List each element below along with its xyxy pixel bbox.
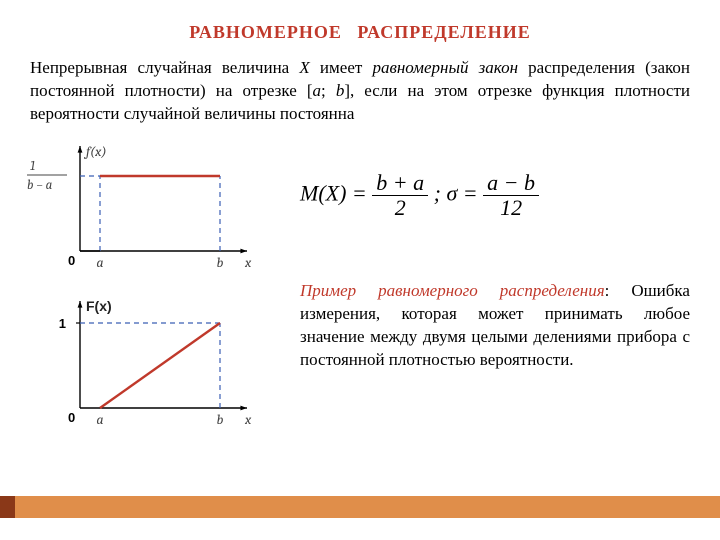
example-colon: : [605,281,632,300]
cdf-chart: F(x) 1 0 a b x [25,293,255,438]
svg-text:b − a: b − a [27,178,53,193]
svg-text:a: a [96,411,103,428]
formula-sep: ; σ = [434,181,478,206]
formula-m: M(X) = [300,181,367,206]
intro-text: ; [321,81,336,100]
page-title: РАВНОМЕРНОЕ РАСПРЕДЕЛЕНИЕ [0,0,720,43]
svg-text:x: x [244,411,252,428]
intro-paragraph: Непрерывная случайная величина X имеет р… [0,43,720,126]
formula: M(X) = b + a 2 ; σ = a − b 12 [275,136,690,220]
svg-text:F(x): F(x) [86,298,112,314]
intro-italic: равномерный закон [372,58,518,77]
frac-1-num: b + a [372,171,428,196]
svg-text:x: x [244,254,252,271]
intro-text: имеет [310,58,373,77]
svg-text:0: 0 [68,253,75,268]
frac-2-den: 12 [483,196,539,220]
right-column: M(X) = b + a 2 ; σ = a − b 12 Пример рав… [275,136,690,438]
content-row: f(x) 1 b − a 0 a b x F(x) 1 0 a b x M(X) = b + a 2 … [0,126,720,438]
svg-text:0: 0 [68,410,75,425]
frac-1: b + a 2 [372,171,428,220]
example-paragraph: Пример равномерного распределения: Ошибк… [275,220,690,372]
intro-text: Непрерывная случайная величина [30,58,299,77]
svg-text:b: b [217,254,224,271]
intro-a: a [313,81,322,100]
svg-text:b: b [217,411,224,428]
example-lead: Пример равномерного распределения [300,281,605,300]
svg-text:a: a [96,254,103,271]
frac-2: a − b 12 [483,171,539,220]
frac-1-den: 2 [372,196,428,220]
svg-text:1: 1 [59,316,66,331]
pdf-chart: f(x) 1 b − a 0 a b x [25,136,255,281]
intro-var-x: X [299,58,309,77]
charts-column: f(x) 1 b − a 0 a b x F(x) 1 0 a b x [25,136,255,438]
frac-2-num: a − b [483,171,539,196]
svg-text:1: 1 [30,159,35,174]
svg-text:f(x): f(x) [83,143,107,160]
footer-band [0,496,720,518]
